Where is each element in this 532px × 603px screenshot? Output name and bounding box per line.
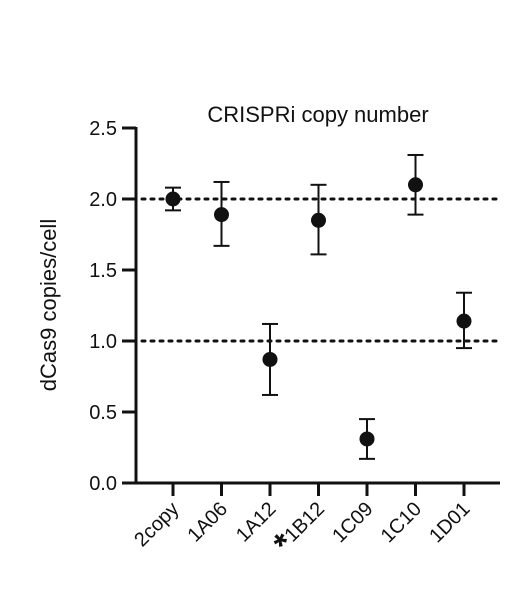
x-tick-label-4: 1C09	[328, 498, 377, 547]
data-point-6	[456, 313, 472, 329]
x-tick-label-3: *1B12	[266, 493, 335, 562]
y-tick-label-5: 2.5	[89, 118, 117, 140]
data-point-0	[165, 191, 181, 207]
x-tick-label-0: 2copy	[130, 498, 183, 551]
data-point-1	[214, 207, 229, 223]
y-axis-label: dCas9 copies/cell	[36, 219, 61, 391]
x-tick-label-1: 1A06	[183, 498, 232, 547]
x-tick-label-5: 1C10	[377, 498, 426, 547]
data-point-5	[408, 177, 423, 193]
y-tick-label-0: 0.0	[89, 473, 117, 495]
chart-title: CRISPRi copy number	[207, 102, 428, 127]
y-tick-label-2: 1.0	[89, 331, 117, 353]
y-tick-label-4: 2.0	[89, 189, 117, 211]
y-tick-label-1: 0.5	[89, 402, 117, 424]
data-point-4	[359, 431, 375, 447]
data-point-2	[262, 351, 278, 367]
x-tick-label-6: 1D01	[425, 498, 474, 547]
data-point-3	[311, 212, 326, 228]
y-tick-label-3: 1.5	[89, 260, 117, 282]
